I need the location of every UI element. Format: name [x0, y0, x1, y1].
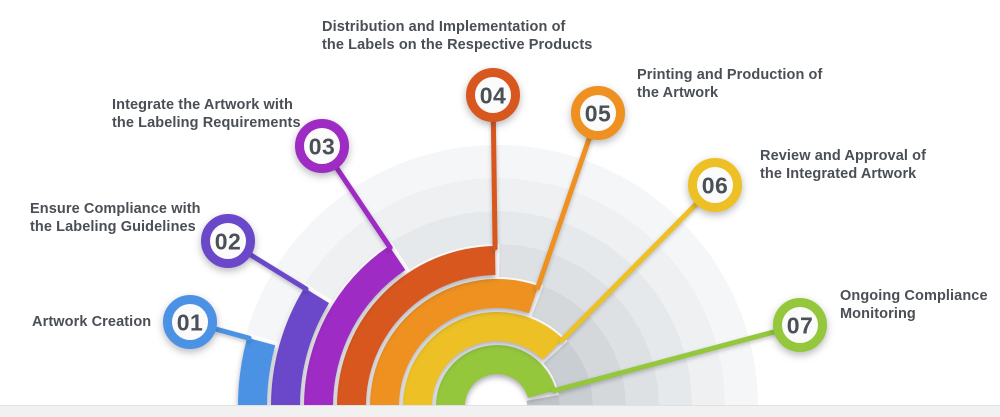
step-arc-gray-7	[526, 395, 560, 406]
step-badge-circle-5	[571, 86, 625, 140]
step-badge-2: 02	[201, 214, 255, 268]
step-badge-circle-2	[201, 214, 255, 268]
gray-rings-layer	[246, 144, 758, 406]
step-badge-6: 06	[688, 158, 742, 212]
step-badge-4: 04	[466, 68, 520, 122]
step-arc-gray-4	[499, 244, 659, 406]
step-badge-number-3: 03	[309, 133, 336, 159]
step-badge-number-7: 07	[787, 312, 814, 338]
step-arc-3	[304, 246, 406, 406]
step-arc-1	[238, 337, 276, 406]
step-badge-circle-3	[295, 119, 349, 173]
step-arc-7	[436, 345, 556, 406]
step-arc-gray-1	[246, 144, 758, 406]
fan-chart: 01 02 03 04 05 06 07	[163, 68, 827, 406]
step-badge-number-1: 01	[177, 309, 204, 335]
step-badge-circle-4	[466, 68, 520, 122]
step-connector-6	[559, 182, 718, 343]
step-connector-7	[551, 322, 803, 394]
step-connector-5	[535, 110, 601, 291]
step-badge-7: 07	[773, 298, 827, 352]
step-badge-1: 01	[163, 295, 217, 349]
step-arc-6	[403, 312, 563, 406]
colored-arcs-layer	[238, 246, 563, 406]
step-arc-4	[336, 246, 496, 406]
step-badge-number-4: 04	[480, 82, 507, 108]
step-arc-gray-6	[543, 341, 593, 406]
step-arc-gray-3	[391, 210, 692, 406]
floor-strip	[0, 405, 1000, 417]
step-badge-circle-1	[163, 295, 217, 349]
step-badge-circle-6	[688, 158, 742, 212]
step-badge-circle-7	[773, 298, 827, 352]
step-arc-2	[271, 287, 329, 406]
step-badge-number-2: 02	[215, 228, 242, 254]
step-arc-5	[370, 278, 539, 406]
step-badge-number-5: 05	[585, 100, 612, 126]
badges-layer: 01 02 03 04 05 06 07	[163, 68, 827, 352]
step-badge-3: 03	[295, 119, 349, 173]
step-badge-5: 05	[571, 86, 625, 140]
step-badge-number-6: 06	[702, 172, 729, 198]
step-arc-gray-2	[304, 178, 725, 406]
